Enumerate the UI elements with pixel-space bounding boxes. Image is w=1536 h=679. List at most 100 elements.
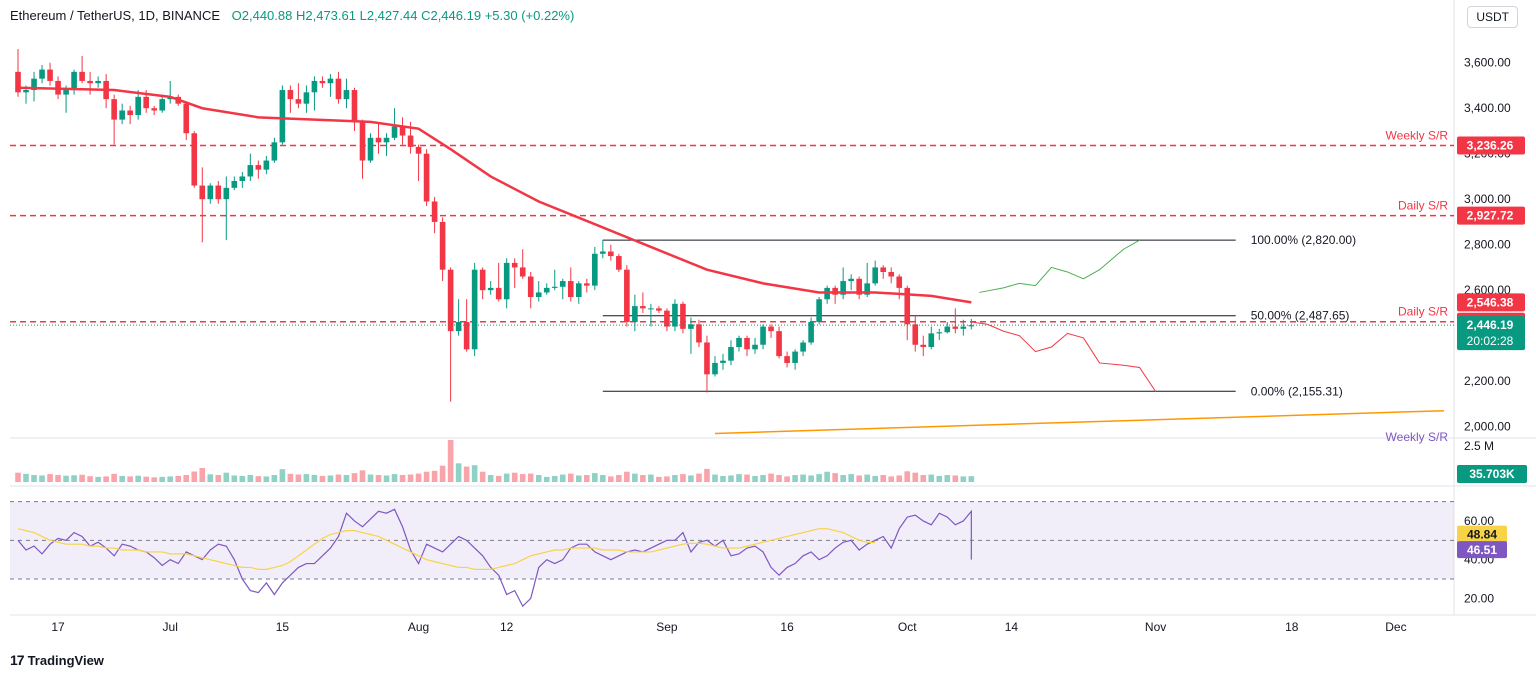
- candle-body: [920, 344, 927, 348]
- volume-bar: [760, 475, 766, 482]
- ascending-trendline: [714, 409, 1445, 435]
- volume-bar: [583, 475, 590, 482]
- time-tick-label: 15: [276, 620, 290, 634]
- volume-bar: [696, 473, 702, 482]
- current-price-tag: [1457, 316, 1525, 351]
- volume-bar: [479, 471, 486, 482]
- volume-bar: [600, 475, 606, 482]
- volume-bar: [319, 475, 326, 482]
- volume-bar: [784, 476, 790, 482]
- candle-body: [503, 262, 510, 300]
- volume-bar: [119, 475, 125, 482]
- fib-level-label: 0.00% (2,155.31): [1251, 384, 1343, 398]
- ohlc-open: O2,440.88: [231, 8, 293, 23]
- candle-body: [776, 331, 782, 357]
- rsi-tick-label: 20.00: [1464, 591, 1494, 605]
- volume-bar: [143, 476, 149, 482]
- volume-bar: [864, 474, 870, 482]
- volume-bar: [704, 468, 710, 482]
- volume-bar: [487, 475, 494, 482]
- volume-bar: [47, 474, 53, 482]
- candle-body: [359, 121, 366, 161]
- rsi-ma-tag: [1457, 525, 1507, 543]
- candle-body: [487, 287, 494, 291]
- volume-bar: [439, 465, 446, 482]
- volume-bar: [383, 475, 390, 482]
- candle-body: [784, 356, 790, 363]
- candle-body: [848, 278, 854, 282]
- volume-bar: [271, 475, 278, 482]
- weekly-sr-lower-label: Weekly S/R: [1386, 430, 1449, 444]
- volume-bar: [632, 473, 638, 482]
- candle-body: [23, 90, 29, 93]
- volume-bar: [87, 476, 93, 482]
- candle-body: [87, 80, 93, 84]
- candle-body: [447, 269, 454, 332]
- volume-bar: [343, 475, 350, 482]
- volume-bar: [816, 474, 822, 482]
- volume-bar: [664, 476, 670, 482]
- daily-sr-upper-price-tag: [1457, 206, 1525, 225]
- volume-current-label: 35.703K: [1469, 467, 1515, 481]
- volume-bar: [239, 475, 246, 482]
- currency-button[interactable]: USDT: [1467, 6, 1518, 28]
- candle-body: [672, 303, 678, 327]
- candle-body: [311, 80, 318, 93]
- candle-body: [279, 90, 286, 143]
- volume-bar: [103, 476, 109, 482]
- volume-bar: [463, 466, 470, 482]
- volume-bar: [848, 474, 854, 482]
- rsi-line: [17, 508, 972, 608]
- candle-body: [47, 69, 53, 81]
- daily-sr-upper-label: Daily S/R: [1398, 199, 1448, 213]
- candle-body: [840, 281, 846, 295]
- rsi-ma-label: 48.84: [1467, 528, 1497, 542]
- volume-bar: [856, 475, 862, 482]
- volume-bar: [776, 475, 782, 482]
- volume-bar: [351, 473, 358, 482]
- volume-bar: [960, 476, 967, 482]
- volume-bar: [367, 474, 374, 482]
- volume-bar: [592, 473, 598, 482]
- volume-bar: [896, 475, 903, 482]
- candle-body: [111, 99, 117, 120]
- time-tick-label: Sep: [656, 620, 678, 634]
- time-tick-label: Aug: [408, 620, 429, 634]
- candle-body: [15, 71, 21, 93]
- volume-bar: [215, 475, 222, 482]
- candle-body: [351, 90, 358, 122]
- candle-body: [888, 271, 895, 277]
- volume-bar: [551, 475, 558, 482]
- volume-bar: [656, 476, 662, 482]
- candle-body: [912, 324, 919, 345]
- volume-bar: [375, 475, 382, 482]
- candle-body: [575, 283, 582, 297]
- candle-body: [968, 325, 975, 327]
- volume-bar: [527, 473, 534, 482]
- candle-body: [720, 360, 726, 363]
- candle-body: [71, 71, 77, 91]
- ohlc-close: C2,446.19: [421, 8, 482, 23]
- weekly-sr-upper-price-label: 3,236.26: [1467, 138, 1514, 152]
- rsi-value-label: 46.51: [1467, 543, 1497, 557]
- candle-body: [95, 80, 101, 84]
- countdown-label: 20:02:28: [1467, 334, 1514, 348]
- candle-body: [535, 292, 542, 297]
- candle-body: [928, 333, 935, 348]
- candle-body: [712, 362, 718, 375]
- volume-bar: [624, 471, 630, 482]
- time-tick-label: 16: [780, 620, 794, 634]
- candle-body: [616, 256, 622, 270]
- ema-price-tag: [1457, 293, 1525, 312]
- symbol-title[interactable]: Ethereum / TetherUS, 1D, BINANCE: [10, 8, 221, 23]
- time-tick-label: Nov: [1145, 620, 1166, 634]
- candle-body: [904, 287, 911, 325]
- candle-body: [319, 80, 326, 84]
- candle-body: [592, 253, 598, 286]
- tradingview-logo[interactable]: 17 TradingView: [10, 652, 104, 668]
- price-tick-label: 2,000.00: [1464, 420, 1511, 434]
- candle-body: [511, 262, 518, 268]
- volume-bar: [728, 475, 734, 482]
- candle-body: [327, 78, 334, 84]
